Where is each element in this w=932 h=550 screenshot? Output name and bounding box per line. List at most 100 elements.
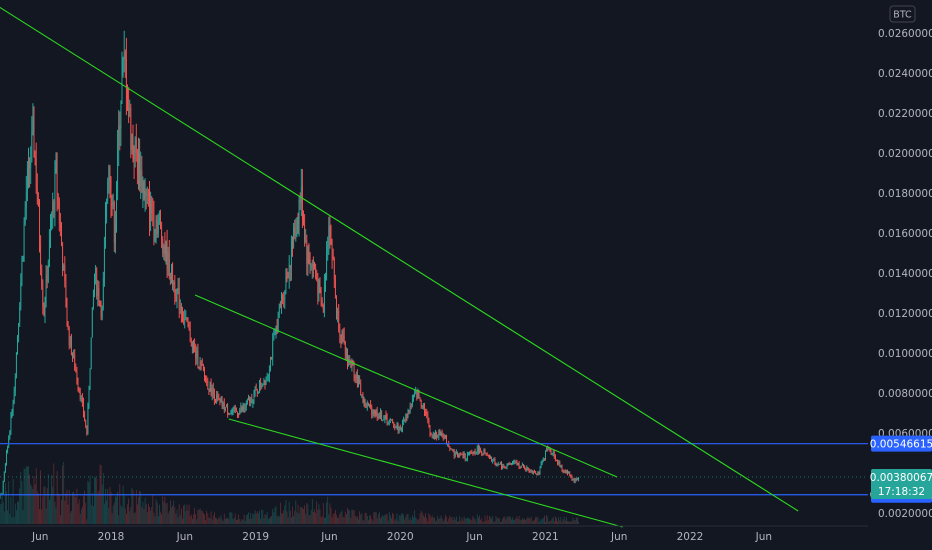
- volume-bar: [296, 512, 298, 524]
- volume-bar: [20, 471, 22, 524]
- volume-bar: [154, 516, 156, 524]
- candle-body: [337, 310, 338, 314]
- volume-bar: [299, 506, 301, 524]
- currency-badge[interactable]: BTC: [889, 5, 916, 23]
- volume-bar: [98, 490, 100, 524]
- volume-bar: [449, 515, 451, 524]
- candle-body: [168, 251, 170, 277]
- volume-bar: [78, 499, 80, 524]
- candle-body: [388, 420, 390, 423]
- volume-bar: [87, 480, 89, 524]
- volume-bar: [513, 520, 514, 524]
- candle-body: [569, 471, 571, 477]
- candle-body: [294, 227, 296, 236]
- candle-body: [49, 239, 50, 264]
- candle-body: [242, 407, 244, 410]
- candle-body: [420, 399, 422, 407]
- candle-body: [349, 358, 351, 360]
- candle-body: [256, 389, 258, 394]
- volume-bar: [93, 506, 94, 524]
- volume-bar: [163, 501, 165, 524]
- candle-body: [263, 380, 265, 386]
- candle-body: [36, 188, 38, 202]
- candle-body: [283, 298, 285, 300]
- candle-body: [39, 205, 40, 246]
- volume-bar: [155, 499, 157, 524]
- candle-body: [526, 467, 528, 471]
- volume-bar: [448, 518, 450, 524]
- candle-body: [176, 289, 178, 301]
- volume-bar: [491, 518, 492, 524]
- volume-bar: [414, 510, 415, 524]
- candle-body: [207, 380, 209, 389]
- volume-bar: [119, 484, 121, 524]
- volume-bar: [124, 508, 126, 524]
- volume-bar: [71, 510, 72, 524]
- candle-body: [454, 452, 456, 457]
- volume-bar: [65, 492, 67, 524]
- volume-bar: [110, 491, 112, 524]
- volume-bar: [297, 504, 299, 524]
- candle-body: [538, 472, 540, 474]
- volume-bar: [107, 488, 109, 524]
- candle-body: [190, 341, 192, 347]
- volume-bar: [306, 502, 308, 524]
- candle-body: [336, 295, 337, 314]
- trend-line[interactable]: [228, 418, 623, 528]
- last-price-tag: [871, 468, 932, 499]
- candle-body: [220, 400, 222, 402]
- candle-body: [329, 226, 331, 237]
- candle-body: [297, 220, 299, 224]
- candle-body: [549, 448, 551, 452]
- candle-body: [247, 399, 248, 403]
- volume-bar: [40, 470, 41, 524]
- x-tick-label: Jun: [610, 531, 627, 543]
- volume-bar: [561, 521, 563, 524]
- candle-body: [292, 240, 293, 248]
- candle-body: [293, 227, 294, 248]
- candle-body: [430, 434, 432, 436]
- candle-body: [483, 451, 485, 455]
- trend-line[interactable]: [194, 294, 618, 478]
- x-axis[interactable]: Jun 2018 Jun 2019 Jun 2020 Jun 2021 Jun 2022 Jun: [0, 525, 868, 543]
- volume-bar: [127, 504, 128, 524]
- volume-bar: [450, 517, 452, 524]
- currency-badge-text: BTC: [893, 10, 912, 21]
- volume-bar: [403, 514, 404, 524]
- volume-bar: [120, 505, 122, 524]
- volume-bar: [50, 496, 51, 524]
- candle-body: [547, 447, 549, 450]
- volume-bar: [476, 514, 478, 524]
- candle-body: [80, 397, 82, 399]
- volume-bar: [149, 506, 150, 524]
- volume-bar: [489, 515, 490, 524]
- volume-bar: [520, 520, 522, 524]
- volume-bar: [19, 488, 21, 524]
- volume-bar: [507, 517, 509, 524]
- candle-body: [278, 303, 280, 313]
- candle-body: [392, 420, 393, 423]
- candle-body: [426, 412, 428, 415]
- candle-body: [27, 169, 28, 193]
- volume-bar: [480, 520, 481, 524]
- candle-body: [536, 473, 538, 475]
- candle-body: [117, 145, 118, 193]
- candle-body: [403, 420, 404, 422]
- volume-bar: [132, 490, 134, 524]
- volume-bar: [39, 508, 40, 524]
- volume-bar: [431, 515, 433, 524]
- candle-body: [449, 446, 451, 449]
- volume-bar: [292, 506, 293, 524]
- candle-body: [567, 471, 568, 474]
- volume-bar: [182, 518, 183, 524]
- volume-bar: [249, 518, 250, 524]
- trend-line[interactable]: [0, 1, 799, 512]
- candle-body: [533, 471, 534, 473]
- candle-body: [260, 382, 261, 388]
- candle-body: [34, 151, 36, 158]
- volume-bar: [126, 513, 127, 524]
